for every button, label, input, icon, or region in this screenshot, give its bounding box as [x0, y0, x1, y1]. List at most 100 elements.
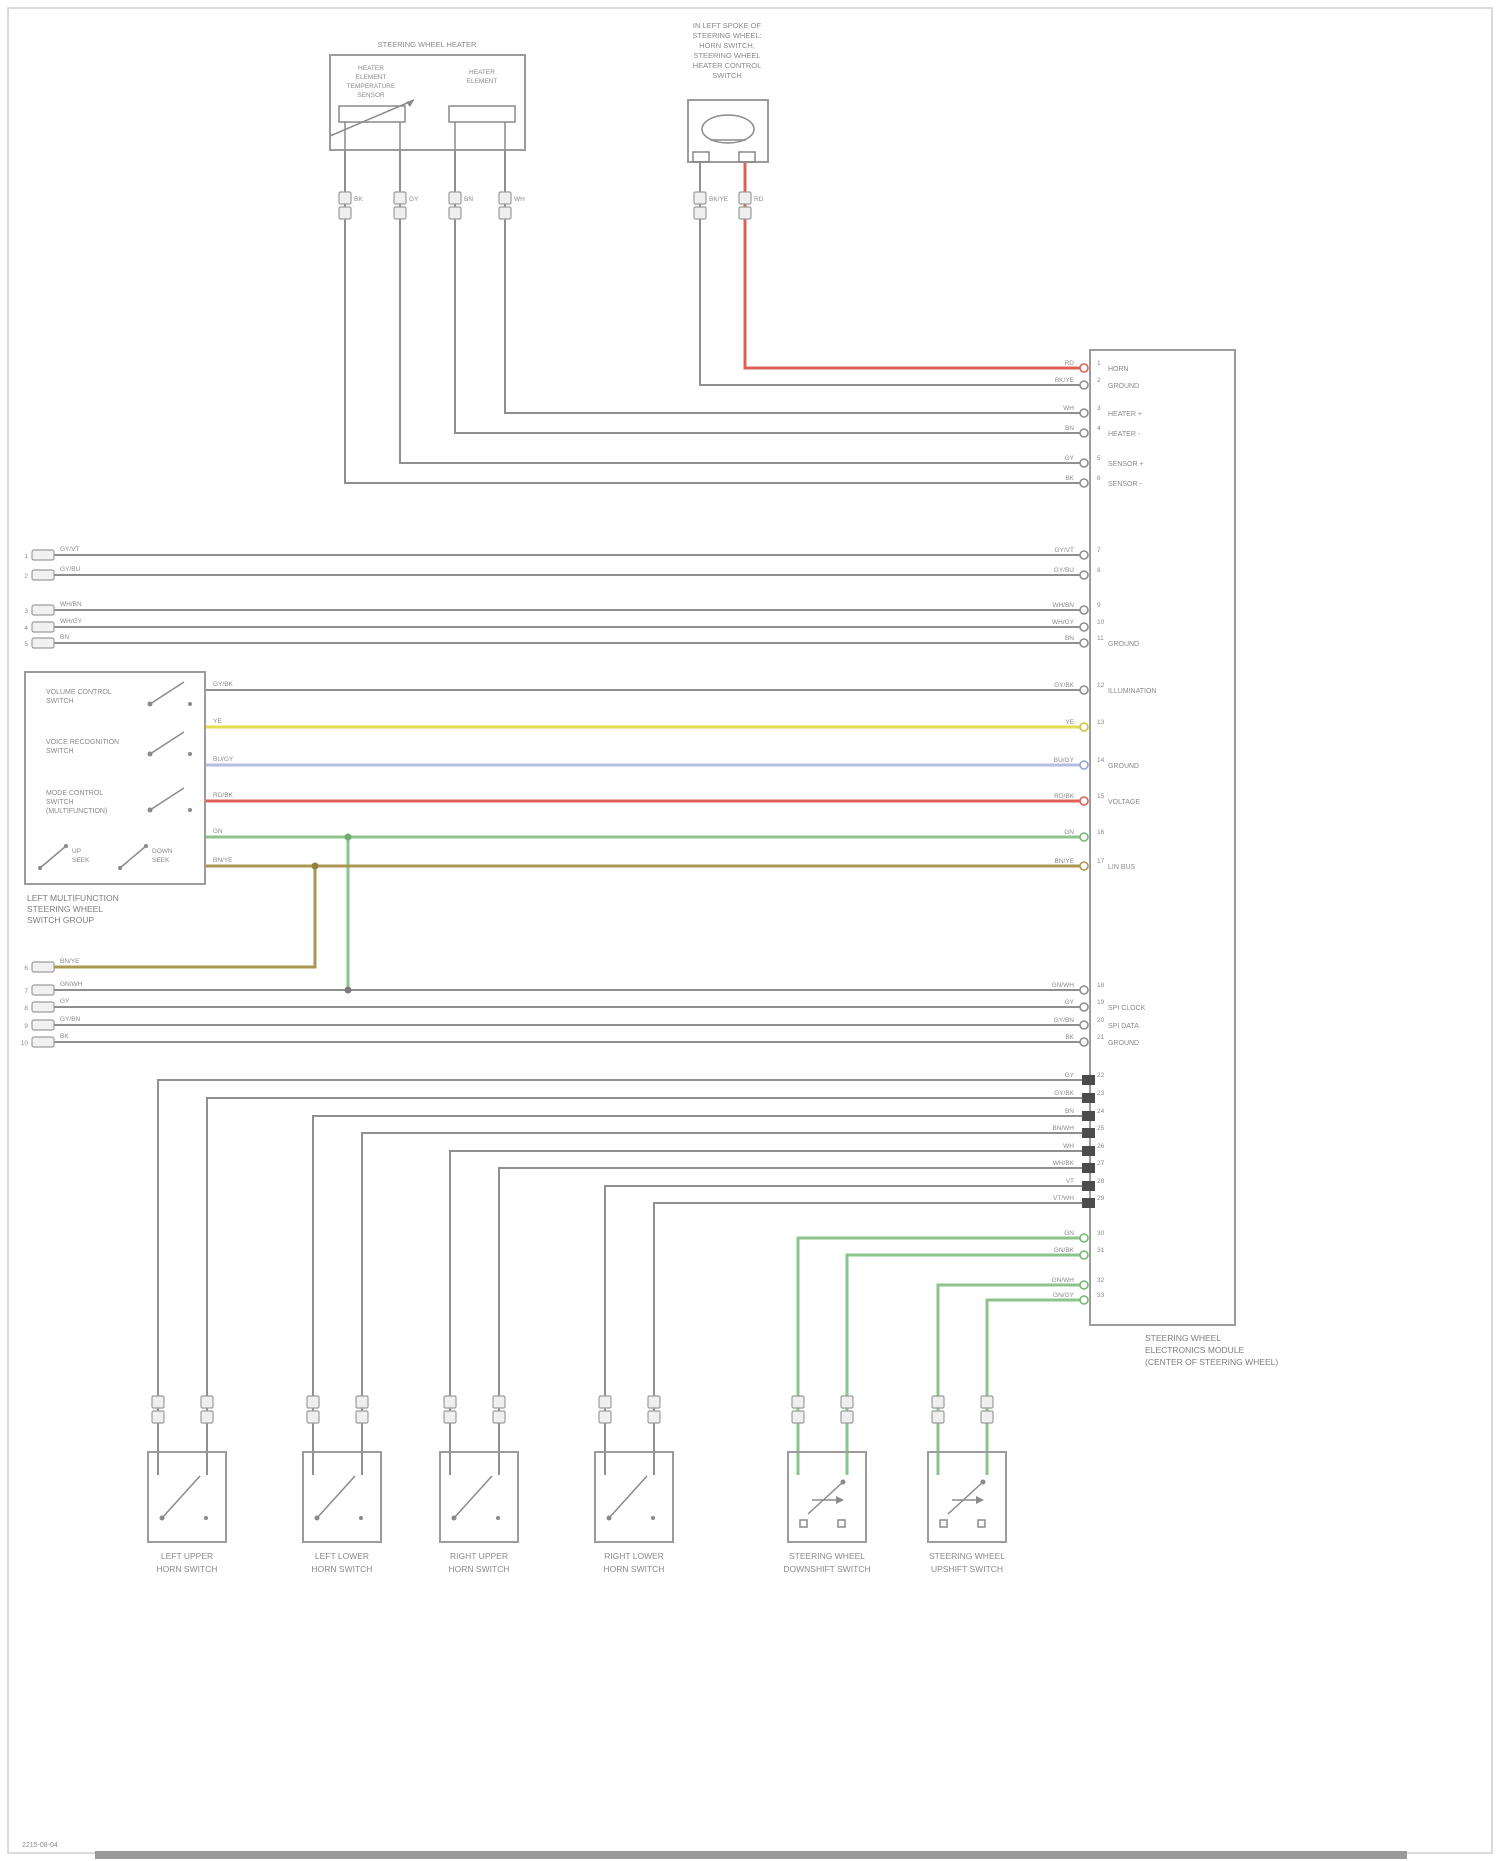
junction-dot [344, 833, 352, 841]
bus-pin-square [1082, 1198, 1095, 1208]
bus-pin [1079, 1002, 1089, 1012]
rocker-switch-symbol [39, 845, 67, 869]
offpage-connector-stub [31, 1019, 55, 1031]
wire-code-label: BK [1065, 475, 1074, 482]
bus-pin [1079, 550, 1089, 560]
wire-heater-1 [344, 150, 1080, 484]
wire-code-label: GY [1065, 999, 1075, 1006]
pin-number: 28 [1097, 1178, 1105, 1185]
bus-pin [1079, 685, 1089, 695]
wire-code-label: RD [754, 196, 764, 203]
wire-horn-ground [699, 162, 1080, 386]
switch-unit-caption: LEFT MULTIFUNCTION [27, 893, 119, 903]
bus-pin [1079, 985, 1089, 995]
wire-code-label: WH/BN [1052, 602, 1074, 609]
stub-number: 2 [24, 573, 28, 580]
bottom-switch-1: LEFT UPPER HORN SWITCH [147, 1451, 227, 1574]
pin-signal-label: SENSOR + [1108, 461, 1144, 468]
bottom-switch-6: STEERING WHEEL UPSHIFT SWITCH [927, 1451, 1007, 1574]
bus-pin [1079, 861, 1089, 871]
stub-number: 6 [24, 965, 28, 972]
wire-horn-sw3-a [449, 1150, 1083, 1475]
pin-number: 21 [1097, 1034, 1105, 1041]
switch-block2-label: SWITCH [46, 748, 74, 755]
pin-number: 8 [1097, 567, 1101, 574]
switch-unit-caption: STEERING WHEEL [27, 904, 103, 914]
horn-unit-label: STEERING WHEEL: [692, 31, 761, 40]
module-caption: ELECTRONICS MODULE [1145, 1345, 1245, 1355]
inline-connector [355, 1410, 369, 1424]
heater-sensor-label: HEATER [358, 65, 384, 72]
wire-code-label: GN [1064, 829, 1074, 836]
wire-code-label: BK/YE [709, 196, 729, 203]
switch-contact [147, 751, 153, 757]
inline-connector [498, 191, 512, 205]
pin-signal-label: SPI CLOCK [1108, 1005, 1146, 1012]
wire-code-label: WH [1063, 405, 1074, 412]
pin-signal-label: SENSOR - [1108, 481, 1143, 488]
pin-number: 6 [1097, 475, 1101, 482]
module-unit: STEERING WHEEL ELECTRONICS MODULE (CENTE… [1089, 349, 1278, 1367]
pin-number: 3 [1097, 405, 1101, 412]
wire-code-label: GY [1065, 1072, 1075, 1079]
wire-horn-sw2-a [312, 1115, 1083, 1475]
pin-signal-label: SPI DATA [1108, 1023, 1139, 1030]
wire-code-label: VT/WH [1053, 1195, 1074, 1202]
bottom-switch-caption: HORN SWITCH [604, 1564, 665, 1574]
switch-contact [64, 844, 68, 848]
pin-number: 31 [1097, 1247, 1105, 1254]
wire-paddle-2b [985, 1298, 1080, 1475]
dynamic-layer: BK GY BN WH BK/YE RD RD 1 HORN BK/YE 2 GROUND WH 3 HEA… [21, 191, 1157, 1424]
switch-contact [188, 702, 192, 706]
horn-terminal [738, 151, 756, 163]
wire-paddle-1b [845, 1253, 1080, 1475]
pin-number: 5 [1097, 455, 1101, 462]
rocker-label: DOWN [152, 848, 173, 855]
wire-horn-sw4-a [604, 1185, 1083, 1475]
heater-sensor-label: ELEMENT [356, 74, 387, 81]
gray-wires [54, 150, 1083, 1475]
wire-code-label: BN [1065, 1108, 1074, 1115]
bus-pin-square [1082, 1146, 1095, 1156]
inline-connector [738, 206, 752, 220]
inline-connector [200, 1395, 214, 1409]
bus-pin [1079, 796, 1089, 806]
offpage-connector-stub [31, 637, 55, 649]
bus-pin [1079, 638, 1089, 648]
inline-connector [492, 1410, 506, 1424]
pin-number: 30 [1097, 1230, 1105, 1237]
horn-unit-label: HORN SWITCH, [699, 41, 755, 50]
bus-pin-square [1082, 1163, 1095, 1173]
switch-contact [188, 752, 192, 756]
pin-number: 10 [1097, 619, 1105, 626]
rocker-label: UP [72, 848, 81, 855]
wire-code-label: GY/BK [213, 681, 234, 688]
switch-unit: VOLUME CONTROL SWITCH VOICE RECOGNITION … [24, 671, 206, 925]
wire-code-label: GY/BN [1054, 1017, 1075, 1024]
pin-signal-label: GROUND [1108, 763, 1139, 770]
horn-unit-label: STEERING WHEEL [693, 51, 760, 60]
bus-pin [1079, 722, 1089, 732]
wire-code-label: WH [1063, 1143, 1074, 1150]
bus-pin [1079, 1233, 1089, 1243]
inline-connector [693, 206, 707, 220]
pin-number: 29 [1097, 1195, 1105, 1202]
inline-connector [931, 1410, 945, 1424]
inline-connector [791, 1395, 805, 1409]
inline-connector [840, 1395, 854, 1409]
switch-symbol [149, 731, 185, 755]
pin-signal-label: ILLUMINATION [1108, 688, 1157, 695]
stub-number: 10 [21, 1040, 29, 1047]
pin-signal-label: GROUND [1108, 1040, 1139, 1047]
module-caption: (CENTER OF STEERING WHEEL) [1145, 1357, 1278, 1367]
inline-connector [791, 1410, 805, 1424]
inline-connector [200, 1410, 214, 1424]
wire-code-label: BN/YE [213, 857, 233, 864]
offpage-connector-stub [31, 621, 55, 633]
wire-code-label: BN [60, 634, 69, 641]
bottom-switch-caption: LEFT LOWER [315, 1551, 369, 1561]
bottom-bar [95, 1851, 1407, 1859]
pin-number: 12 [1097, 682, 1105, 689]
inline-connector [598, 1410, 612, 1424]
wire-code-label: BK [1065, 1034, 1074, 1041]
